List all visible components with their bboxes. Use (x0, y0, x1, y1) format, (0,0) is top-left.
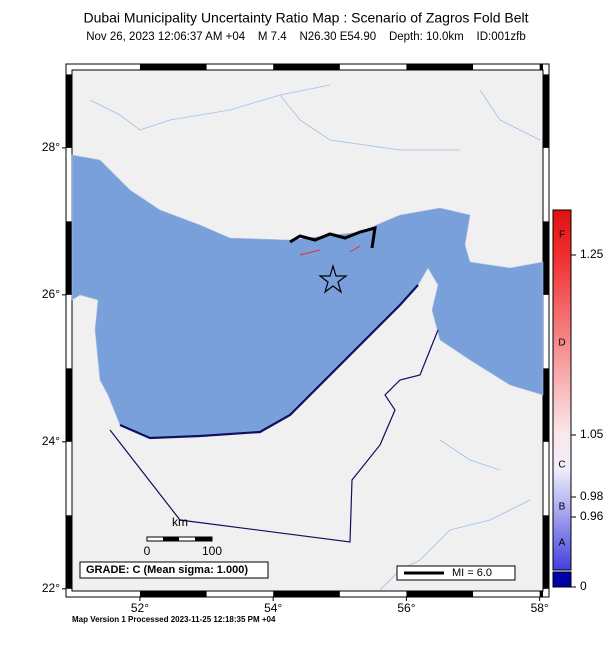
frame-bar (406, 591, 474, 597)
colorbar-label: 1.25 (580, 247, 604, 261)
grade-letter: D (558, 338, 565, 349)
grade-letter: C (558, 460, 565, 471)
frame-bar (543, 368, 549, 442)
colorbar-zero (552, 571, 572, 588)
frame-bar (66, 74, 72, 148)
frame-bar (543, 74, 549, 148)
frame-bar (66, 368, 72, 442)
grade-letter: F (559, 230, 565, 241)
lat-label: 28° (42, 140, 60, 154)
grade-letter: B (559, 502, 566, 513)
subtitle: Nov 26, 2023 12:06:37 AM +04 M 7.4 N26.3… (86, 31, 526, 43)
epicenter-star (318, 263, 348, 294)
lat-label: 26° (42, 287, 60, 301)
scale-bar-seg (195, 537, 212, 541)
river (89, 99, 141, 131)
frame-bar (273, 591, 340, 597)
river (439, 439, 501, 471)
scale-unit: km (172, 515, 188, 529)
footer: Map Version 1 Processed 2023-11-25 12:18… (72, 615, 276, 624)
lon-label: 56° (397, 601, 415, 615)
border (109, 329, 439, 543)
river (139, 84, 331, 131)
frame-bar (273, 64, 340, 70)
scale-start: 0 (144, 544, 151, 558)
lat-label: 24° (42, 434, 60, 448)
map-content: GRADE: C (Mean sigma: 1.000) MI = 6.0 km… (71, 84, 544, 591)
frame-bar (66, 515, 72, 589)
lon-label: 52° (131, 601, 149, 615)
frame-bar (543, 515, 549, 589)
river (279, 94, 460, 151)
colorbar-label: 0 (580, 579, 587, 593)
lon-label: 54° (264, 601, 282, 615)
coastline (119, 284, 419, 440)
grade-letter: A (559, 538, 566, 549)
mi-contour (289, 225, 377, 249)
lat-label: 22° (42, 581, 60, 595)
frame-bar (139, 591, 207, 597)
title: Dubai Municipality Uncertainty Ratio Map… (83, 10, 528, 26)
frame-bar (539, 64, 543, 70)
colorbar-gradient (552, 209, 572, 571)
frame-bar (539, 591, 543, 597)
water (71, 154, 544, 439)
contour-red (299, 245, 361, 256)
scale-bar-seg (163, 537, 179, 541)
colorbar-label: 0.98 (580, 489, 604, 503)
lon-label: 58° (531, 601, 549, 615)
legend-box (396, 565, 516, 581)
river (479, 89, 541, 141)
frame-bar (406, 64, 474, 70)
frame-bar (543, 221, 549, 295)
legend-label: MI = 6.0 (452, 567, 492, 579)
colorbar-label: 1.05 (580, 427, 604, 441)
grade-text: GRADE: C (Mean sigma: 1.000) (86, 564, 248, 576)
frame-bar (66, 221, 72, 295)
river (419, 499, 531, 561)
frame-bar (139, 64, 207, 70)
colorbar-label: 0.96 (580, 509, 604, 523)
scale-end: 100 (202, 544, 222, 558)
colorbar: 1.25 1.05 0.98 0.96 0 F D C B A (552, 209, 604, 593)
grade-box (79, 561, 269, 579)
